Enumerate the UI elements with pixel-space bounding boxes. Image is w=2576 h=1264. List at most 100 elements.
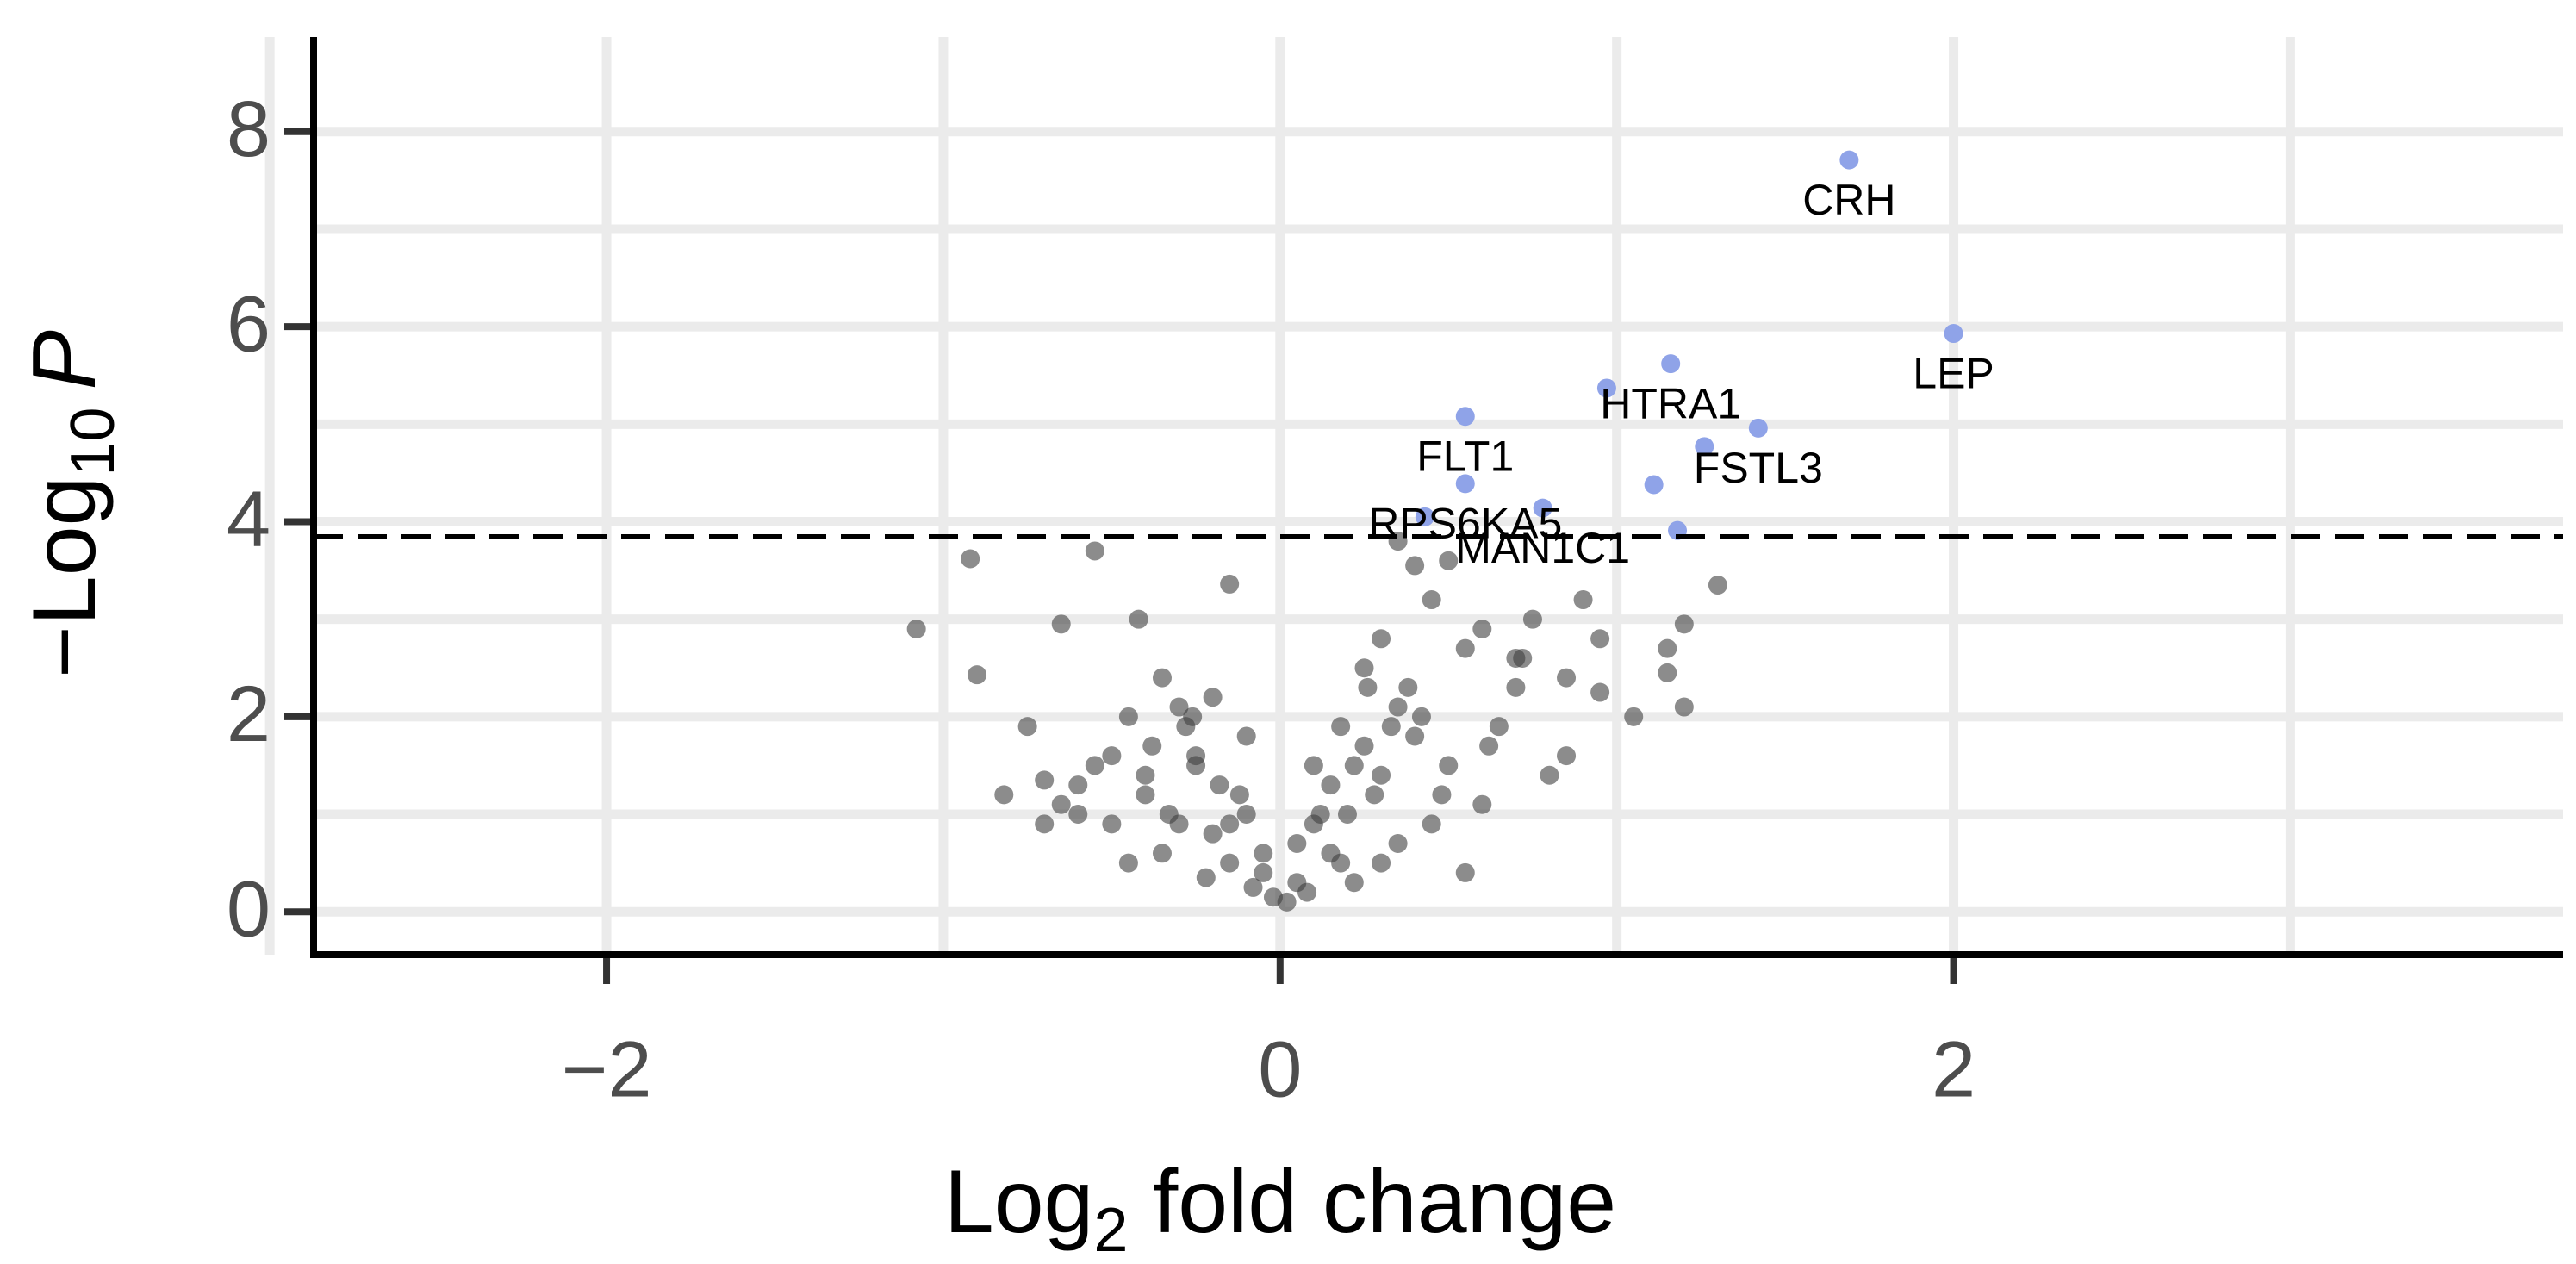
x-title-sub: 2 — [1093, 1196, 1128, 1264]
point — [1358, 677, 1378, 697]
point — [1236, 805, 1256, 825]
point — [1051, 794, 1071, 814]
point — [1405, 726, 1425, 746]
point — [1142, 736, 1162, 756]
point — [1513, 648, 1533, 668]
point — [906, 619, 926, 638]
point — [1472, 619, 1492, 638]
point — [1297, 882, 1317, 902]
point — [1432, 785, 1452, 805]
highlight-point — [1661, 354, 1681, 374]
x-axis-title: Log2 fold change — [944, 1152, 1616, 1264]
point — [1388, 697, 1408, 717]
point — [1590, 629, 1610, 649]
point — [1388, 833, 1408, 853]
point-label: HTRA1 — [1600, 379, 1741, 427]
point — [1203, 824, 1223, 844]
y-tick-label: 8 — [227, 85, 271, 173]
highlight-point — [1455, 407, 1475, 427]
point — [1540, 765, 1559, 785]
point — [1557, 746, 1577, 766]
point — [1136, 765, 1155, 785]
point — [1354, 736, 1374, 756]
point — [1708, 576, 1727, 595]
y-tick-label: 6 — [227, 280, 271, 368]
point — [1331, 853, 1351, 873]
point — [1118, 853, 1138, 873]
y-title-var: P — [15, 330, 115, 389]
point — [1254, 844, 1273, 863]
point — [994, 785, 1014, 805]
point — [1411, 707, 1431, 726]
point — [1658, 663, 1677, 682]
y-tick-label: 0 — [227, 865, 271, 953]
y-axis-title: −Log10 P — [15, 330, 128, 678]
highlight-point — [1596, 378, 1616, 398]
point — [1236, 726, 1256, 746]
point — [1321, 775, 1341, 795]
x-title-rest: fold change — [1128, 1152, 1616, 1252]
point — [1344, 873, 1364, 893]
point — [1035, 770, 1055, 790]
y-tick-label: 4 — [227, 476, 271, 564]
point — [1102, 814, 1122, 834]
point — [1254, 862, 1273, 882]
point — [1422, 590, 1441, 610]
point-label: FSTL3 — [1694, 444, 1823, 492]
highlight-point — [1415, 507, 1434, 526]
point — [1136, 785, 1155, 805]
x-title-text: Log — [944, 1152, 1094, 1252]
point — [1337, 805, 1357, 825]
point — [1220, 814, 1240, 834]
point — [1522, 609, 1542, 629]
highlight-point — [1533, 498, 1552, 518]
point — [1210, 775, 1229, 795]
point — [1263, 887, 1283, 907]
point — [1129, 609, 1148, 629]
point — [1102, 746, 1122, 766]
highlight-point — [1695, 437, 1714, 457]
point — [961, 549, 980, 569]
point — [1243, 877, 1263, 897]
point — [1331, 717, 1351, 737]
point — [1439, 551, 1459, 570]
point — [1506, 677, 1526, 697]
point — [1085, 541, 1104, 561]
point — [1658, 638, 1677, 658]
highlight-point — [1944, 324, 1963, 344]
point — [1169, 697, 1189, 717]
point — [1152, 844, 1172, 863]
x-tick-label: 2 — [1932, 1025, 1976, 1113]
highlight-point — [1644, 475, 1664, 495]
point — [1472, 794, 1492, 814]
y-title-sub: 10 — [59, 408, 128, 476]
x-tick-label: −2 — [562, 1025, 652, 1113]
x-tick-label: 0 — [1258, 1025, 1302, 1113]
highlight-point — [1748, 418, 1768, 438]
point — [1398, 677, 1418, 697]
point — [1203, 688, 1223, 707]
point — [1354, 658, 1374, 678]
point — [1186, 746, 1206, 766]
highlight-point — [1455, 474, 1475, 494]
point — [1220, 574, 1240, 594]
point — [1489, 717, 1509, 737]
point — [1455, 638, 1475, 658]
point — [1051, 614, 1071, 634]
point — [1035, 814, 1055, 834]
point — [1372, 765, 1391, 785]
point — [1304, 756, 1323, 775]
y-title-text: −Log — [15, 476, 115, 678]
y-tick-label: 2 — [227, 670, 271, 758]
point — [1624, 707, 1644, 726]
point — [1372, 853, 1391, 873]
point — [1439, 756, 1459, 775]
point — [1068, 775, 1088, 795]
point-label: FLT1 — [1416, 432, 1514, 480]
point — [1183, 707, 1203, 726]
highlight-point — [1839, 150, 1859, 170]
point-label: CRH — [1802, 176, 1895, 224]
point — [1422, 814, 1441, 834]
point — [1372, 629, 1391, 649]
